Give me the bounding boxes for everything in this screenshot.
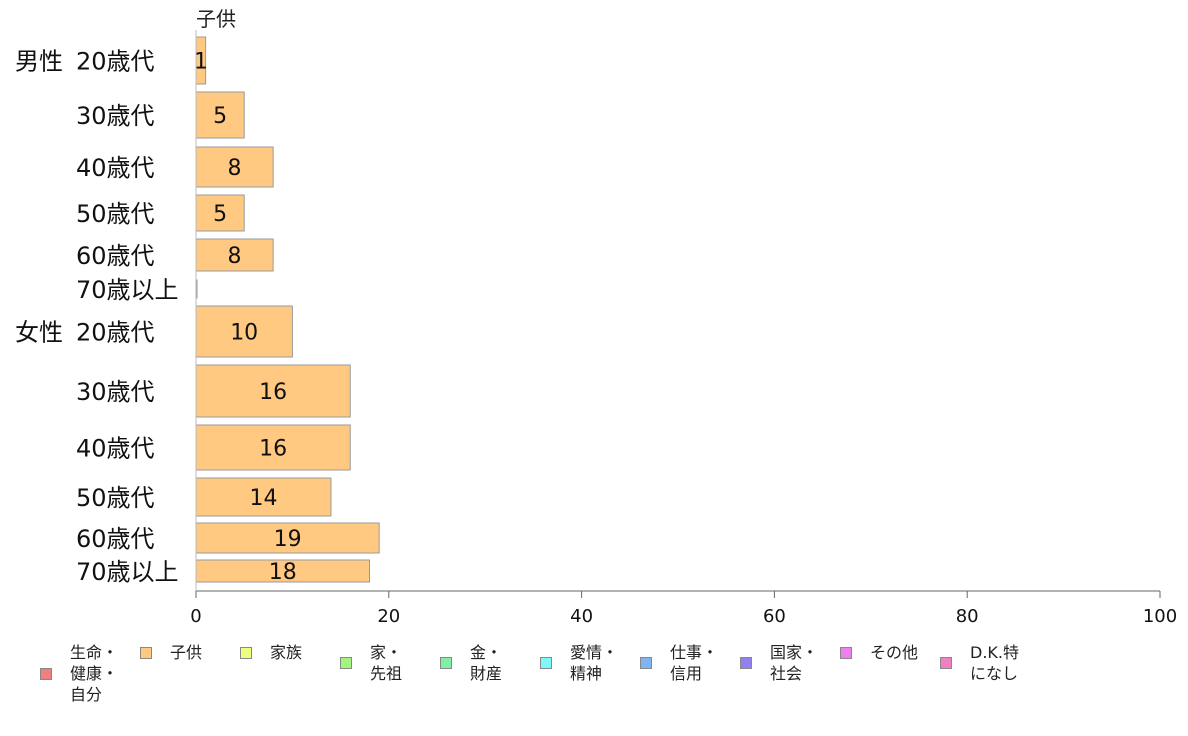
bar-value-label: 14 xyxy=(249,486,277,511)
bar-value-label: 8 xyxy=(228,244,242,269)
legend-item: 金・ 財産 xyxy=(440,642,540,684)
legend-swatch xyxy=(640,657,652,669)
bar-value-label: 16 xyxy=(259,380,287,405)
legend-label: D.K.特 になし xyxy=(970,643,1019,683)
bar-value-label: 8 xyxy=(228,156,242,181)
group-label: 女性 xyxy=(15,319,63,347)
bar-value-label: 10 xyxy=(230,321,258,346)
legend-swatch xyxy=(540,657,552,669)
legend-label: 金・ 財産 xyxy=(470,643,503,683)
legend: 生命・ 健康・ 自分 子供 家族 家・ 先祖 金・ 財産 愛情・ 精神 仕事・ 信用 国家・ … xyxy=(40,642,1160,705)
legend-label: 仕事・ 信用 xyxy=(670,643,719,683)
category-label: 20歳代 xyxy=(76,319,155,347)
bar-chart: 子供 20歳代男性30歳代40歳代50歳代60歳代70歳以上20歳代女性30歳代… xyxy=(15,7,1177,627)
x-axis: 0 20 40 60 80 100 xyxy=(190,30,1177,627)
category-label: 60歳代 xyxy=(76,242,155,270)
bar-male-4 xyxy=(195,238,274,272)
legend-swatch xyxy=(940,657,952,669)
legend-label: 国家・ 社会 xyxy=(770,643,819,683)
bar-male-1 xyxy=(195,91,245,139)
legend-item: D.K.特 になし xyxy=(940,642,1040,684)
legend-item: 国家・ 社会 xyxy=(740,642,840,684)
x-tick-label: 40 xyxy=(570,606,593,627)
legend-swatch xyxy=(140,646,152,659)
category-label: 50歳代 xyxy=(76,200,155,228)
legend-label: 家・ 先祖 xyxy=(370,643,403,683)
category-label: 70歳以上 xyxy=(76,558,179,586)
legend-swatch xyxy=(440,657,452,669)
legend-label: 愛情・ 精神 xyxy=(570,643,619,683)
category-label: 70歳以上 xyxy=(76,276,179,304)
bar-male-3 xyxy=(195,194,245,232)
legend-item: 家・ 先祖 xyxy=(340,642,440,684)
x-tick-label: 80 xyxy=(956,606,979,627)
legend-label: その他 xyxy=(870,643,919,662)
legend-swatch xyxy=(340,657,352,669)
legend-item: 子供 xyxy=(140,642,240,663)
x-tick-label: 100 xyxy=(1143,606,1177,627)
series-title: 子供 xyxy=(196,7,236,31)
x-tick-label: 0 xyxy=(190,606,201,627)
bar-value-label: 5 xyxy=(213,202,227,227)
category-label: 30歳代 xyxy=(76,102,155,130)
category-label: 60歳代 xyxy=(76,525,155,553)
legend-swatch xyxy=(840,646,852,659)
bar-value-label: 19 xyxy=(274,527,302,552)
bar-value-label: 5 xyxy=(213,104,227,129)
bar-male-2 xyxy=(195,146,274,188)
legend-swatch xyxy=(740,657,752,669)
legend-swatch xyxy=(40,667,52,680)
legend-item: 愛情・ 精神 xyxy=(540,642,640,684)
x-tick-label: 20 xyxy=(377,606,400,627)
legend-label: 子供 xyxy=(170,643,203,662)
category-label: 20歳代 xyxy=(76,48,155,76)
x-tick-label: 60 xyxy=(763,606,786,627)
legend-label: 家族 xyxy=(270,643,303,662)
category-label: 30歳代 xyxy=(76,378,155,406)
bar-female-0 xyxy=(195,305,293,358)
bar-female-4 xyxy=(195,522,380,554)
legend-label: 生命・ 健康・ 自分 xyxy=(70,643,119,704)
category-label: 40歳代 xyxy=(76,435,155,463)
bar-value-label: 18 xyxy=(269,560,297,585)
bar-female-3 xyxy=(195,477,332,517)
bar-female-1 xyxy=(195,364,351,418)
bar-value-label: 16 xyxy=(259,437,287,462)
legend-item: その他 xyxy=(840,642,940,663)
category-labels: 20歳代男性30歳代40歳代50歳代60歳代70歳以上20歳代女性30歳代40歳… xyxy=(15,48,179,587)
legend-item: 仕事・ 信用 xyxy=(640,642,740,684)
group-label: 男性 xyxy=(15,48,63,76)
category-label: 40歳代 xyxy=(76,154,155,182)
bar-value-label: 1 xyxy=(194,50,208,75)
legend-item: 家族 xyxy=(240,642,340,663)
legend-swatch xyxy=(240,646,252,659)
category-label: 50歳代 xyxy=(76,484,155,512)
bar-female-2 xyxy=(195,424,351,471)
legend-item: 生命・ 健康・ 自分 xyxy=(40,642,140,705)
